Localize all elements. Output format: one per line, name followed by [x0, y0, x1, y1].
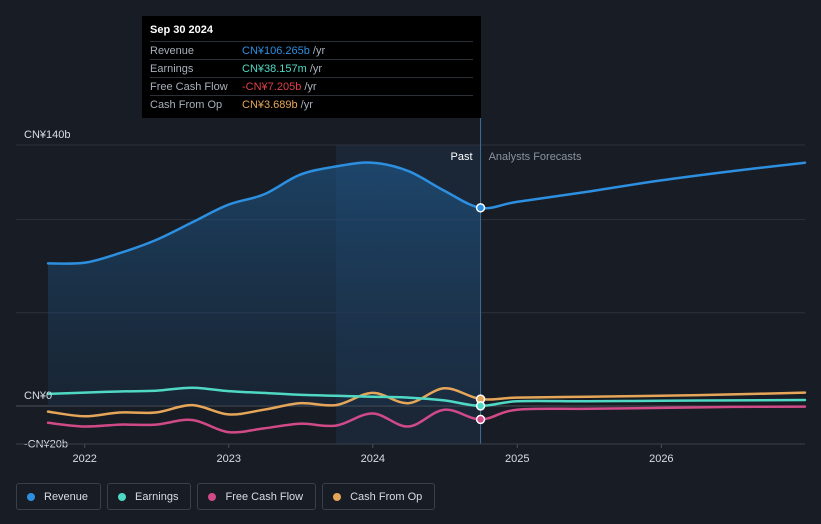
tooltip-unit: /yr: [312, 44, 326, 57]
legend-item-revenue[interactable]: Revenue: [16, 483, 102, 510]
x-tick-label: 2025: [505, 453, 529, 465]
forecast-label: Analysts Forecasts: [489, 151, 582, 163]
tooltip-label: Revenue: [150, 44, 195, 57]
y-tick-label: CN¥0: [24, 390, 52, 402]
tooltip-value: -CN¥7.205b: [242, 80, 302, 93]
tooltip-row-revenue: Revenue CN¥106.265b /yr: [150, 41, 473, 59]
tooltip-row-free-cash-flow: Free Cash Flow -CN¥7.205b /yr: [150, 77, 473, 95]
x-axis-labels: 2022 2023 2024 2025 2026: [72, 444, 674, 465]
legend-item-cash-from-op[interactable]: Cash From Op: [322, 483, 436, 510]
cash-from-op-line: [46, 387, 807, 418]
revenue-area: [48, 162, 481, 406]
x-tick-label: 2024: [361, 453, 385, 465]
revenue-marker: [475, 203, 486, 213]
free-cash-flow-dot-icon: [208, 492, 217, 501]
legend-label: Revenue: [44, 490, 89, 503]
series-markers: [475, 203, 486, 425]
tooltip-label: Earnings: [150, 62, 194, 75]
legend-item-earnings[interactable]: Earnings: [107, 483, 192, 510]
tooltip-unit: /yr: [304, 80, 317, 93]
x-tick-label: 2026: [649, 453, 673, 465]
revenue-dot-icon: [27, 492, 35, 501]
tooltip-unit: /yr: [300, 98, 313, 111]
legend: Revenue Earnings Free Cash Flow Cash Fro…: [16, 483, 436, 510]
tooltip-row-earnings: Earnings CN¥38.157m /yr: [150, 59, 473, 77]
x-tick-label: 2022: [72, 453, 96, 465]
cash-from-op-dot-icon: [333, 492, 342, 501]
x-tick-label: 2023: [217, 453, 241, 465]
earnings-marker: [475, 401, 486, 411]
past-label: Past: [451, 151, 473, 163]
tooltip-unit: /yr: [309, 62, 323, 75]
tooltip-value: CN¥3.689b: [242, 98, 298, 111]
free-cash-flow-line: [46, 405, 807, 434]
series-lines: [46, 161, 807, 434]
revenue-line: [46, 161, 807, 265]
tooltip-label: Cash From Op: [150, 98, 223, 111]
free-cash-flow-marker: [475, 414, 486, 425]
tooltip-value: CN¥106.265b: [242, 44, 310, 57]
tooltip-row-cash-from-op: Cash From Op CN¥3.689b /yr: [150, 95, 473, 113]
tooltip-date: Sep 30 2024: [150, 24, 213, 36]
earnings-line: [46, 386, 807, 408]
legend-item-free-cash-flow[interactable]: Free Cash Flow: [197, 483, 317, 510]
tooltip-label: Free Cash Flow: [150, 80, 228, 93]
legend-label: Earnings: [135, 490, 179, 503]
legend-label: Free Cash Flow: [225, 490, 304, 503]
y-tick-label: CN¥140b: [24, 129, 70, 141]
tooltip: Sep 30 2024 Revenue CN¥106.265b /yr Earn…: [142, 16, 481, 118]
tooltip-value: CN¥38.157m: [242, 62, 307, 75]
legend-label: Cash From Op: [350, 490, 423, 503]
earnings-dot-icon: [118, 492, 127, 501]
